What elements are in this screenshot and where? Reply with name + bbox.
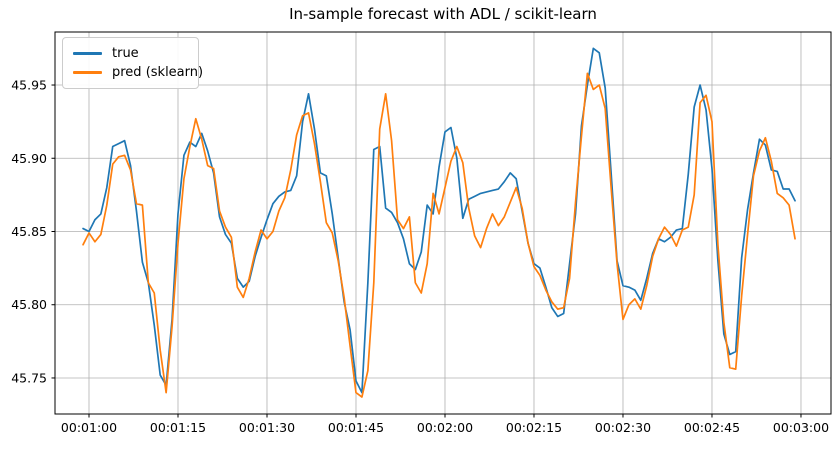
series-line-true <box>82 47 796 394</box>
chart-title: In-sample forecast with ADL / scikit-lea… <box>289 5 597 23</box>
legend-item-true: true <box>73 44 188 63</box>
x-tick-label: 00:01:00 <box>61 420 117 435</box>
y-tick-label: 45.95 <box>11 78 47 93</box>
x-tick-label: 00:02:30 <box>595 420 651 435</box>
y-tick-label: 45.80 <box>11 297 47 312</box>
x-tick-label: 00:02:15 <box>506 420 562 435</box>
legend-item-pred-sklearn: pred (sklearn) <box>73 63 203 82</box>
y-tick-label: 45.85 <box>11 224 47 239</box>
y-tick-label: 45.75 <box>11 370 47 385</box>
legend-line-swatch-true <box>73 52 102 55</box>
legend-label-pred-sklearn: pred (sklearn) <box>112 64 204 80</box>
x-tick-label: 00:02:00 <box>417 420 473 435</box>
x-tick-label: 00:03:00 <box>773 420 829 435</box>
legend-line-swatch-pred-sklearn <box>73 71 102 74</box>
x-tick-label: 00:01:30 <box>239 420 295 435</box>
series-line-pred-sklearn <box>82 72 796 398</box>
legend-label-true: true <box>112 45 139 61</box>
x-tick-label: 00:01:45 <box>328 420 384 435</box>
x-tick-label: 00:01:15 <box>150 420 206 435</box>
x-tick-label: 00:02:45 <box>684 420 740 435</box>
legend: true pred (sklearn) <box>62 37 203 89</box>
plot-border <box>54 31 832 415</box>
y-tick-label: 45.90 <box>11 151 47 166</box>
